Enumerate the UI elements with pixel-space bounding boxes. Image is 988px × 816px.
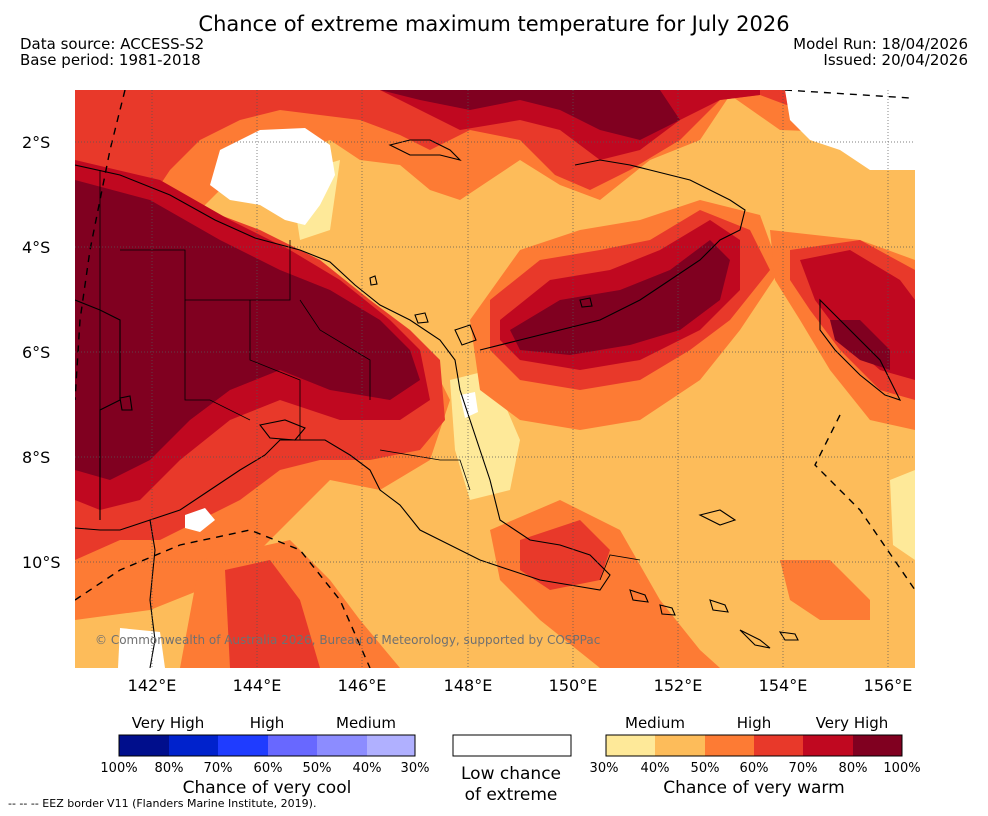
field-60-70-south [225, 560, 320, 668]
lon-label-150e: 150°E [549, 676, 598, 695]
warm-tick-50: 50% [691, 761, 720, 776]
cool-swatch-1 [119, 735, 169, 756]
model-run: Model Run: 18/04/2026 [793, 35, 968, 53]
lon-label-146e: 146°E [338, 676, 387, 695]
lon-label-156e: 156°E [864, 676, 913, 695]
field-80-100-newguinea [510, 240, 730, 355]
map-title: Chance of extreme maximum temperature fo… [198, 12, 790, 36]
low-chance-north [210, 128, 335, 225]
eez-borders [75, 90, 915, 668]
field-80-100-east [830, 320, 890, 370]
eez-footnote: -- -- -- EEZ border V11 (Flanders Marine… [8, 797, 317, 810]
copyright-notice: © Commonwealth of Australia 2026, Bureau… [95, 633, 601, 647]
warm-tick-30: 30% [590, 761, 619, 776]
cool-bar-outline [118, 734, 416, 757]
field-60-70-southeast [520, 520, 610, 590]
cool-tick-30: 30% [401, 761, 430, 776]
base-period: Base period: 1981-2018 [20, 51, 201, 69]
low-chance-caption-1: Low chance [461, 764, 561, 784]
gridlines [75, 90, 915, 668]
lat-label-8s: 8°S [22, 448, 50, 467]
cool-level-medium: Medium [336, 714, 396, 732]
lat-label-10s: 10°S [22, 553, 61, 572]
warm-swatch-6 [853, 735, 902, 756]
cool-tick-70: 70% [204, 761, 233, 776]
cool-tick-60: 60% [254, 761, 283, 776]
lat-label-6s: 6°S [22, 343, 50, 362]
cool-swatch-3 [218, 735, 268, 756]
warm-tick-70: 70% [789, 761, 818, 776]
low-chance-central [460, 392, 478, 418]
cool-tick-100: 100% [100, 761, 137, 776]
warm-tick-40: 40% [641, 761, 670, 776]
low-chance-south [118, 628, 165, 668]
low-chance-northeast [785, 90, 915, 170]
cool-swatch-5 [317, 735, 367, 756]
cool-tick-50: 50% [303, 761, 332, 776]
warm-swatch-4 [754, 735, 803, 756]
legend-warm: Medium High Very High 30% 40% 50% 60% 70… [590, 714, 921, 798]
cool-tick-40: 40% [353, 761, 382, 776]
field-80-100-north [380, 90, 680, 140]
lat-label-4s: 4°S [22, 238, 50, 257]
warm-swatch-3 [705, 735, 754, 756]
warm-swatch-2 [655, 735, 705, 756]
low-chance-southwest [185, 508, 215, 532]
lon-label-144e: 144°E [233, 676, 282, 695]
field-50-60-se-patch [780, 560, 870, 620]
legend-cool: Very High High Medium 100% 80% 70% 60% 5… [100, 714, 429, 798]
warm-tick-80: 80% [839, 761, 868, 776]
lon-label-142e: 142°E [128, 676, 177, 695]
warm-bar-outline [605, 734, 903, 757]
data-source: Data source: ACCESS-S2 [20, 35, 205, 53]
cool-swatch-6 [367, 735, 415, 756]
warm-tick-100: 100% [883, 761, 920, 776]
legend-low-chance: Low chance of extreme [452, 734, 572, 805]
lon-label-154e: 154°E [759, 676, 808, 695]
low-chance-caption-2: of extreme [465, 785, 558, 805]
cool-caption: Chance of very cool [183, 778, 352, 798]
cool-swatch-4 [268, 735, 317, 756]
borders [99, 170, 641, 581]
warm-swatch-1 [606, 735, 655, 756]
probability-field [75, 90, 915, 668]
issued-date: Issued: 20/04/2026 [823, 51, 968, 69]
low-chance-swatch [452, 734, 572, 757]
warm-tick-60: 60% [740, 761, 769, 776]
lat-label-2s: 2°S [22, 133, 50, 152]
cool-tick-80: 80% [155, 761, 184, 776]
warm-level-high: High [737, 714, 771, 732]
cool-level-high: High [250, 714, 284, 732]
warm-caption: Chance of very warm [663, 778, 844, 798]
header-left: Data source: ACCESS-S2 Base period: 1981… [20, 36, 204, 68]
cool-level-very-high: Very High [132, 714, 205, 732]
warm-level-very-high: Very High [816, 714, 889, 732]
header-right: Model Run: 18/04/2026 Issued: 20/04/2026 [793, 36, 968, 68]
lon-label-152e: 152°E [654, 676, 703, 695]
warm-level-medium: Medium [625, 714, 685, 732]
field-30-40-east [890, 470, 915, 560]
warm-swatch-5 [803, 735, 853, 756]
cool-swatch-2 [169, 735, 218, 756]
lon-label-148e: 148°E [444, 676, 493, 695]
field-80-100-west [75, 180, 420, 480]
